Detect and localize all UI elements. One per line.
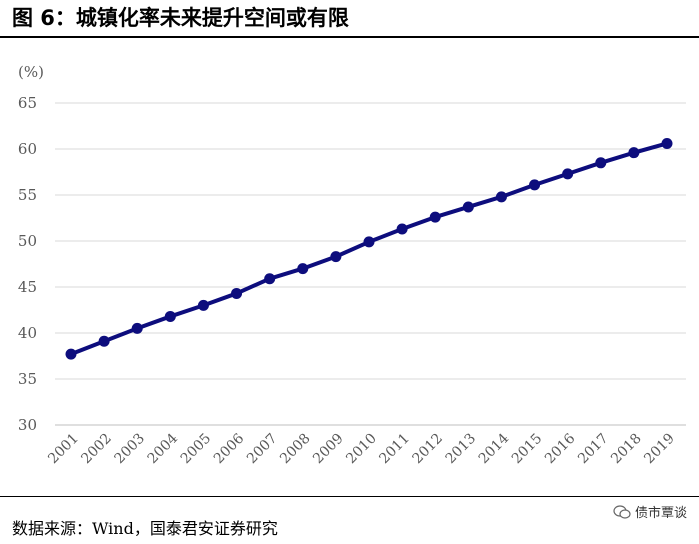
data-point [562, 168, 574, 180]
x-tick-label: 2018 [608, 431, 645, 468]
x-tick-label: 2016 [542, 430, 579, 467]
x-tick-label: 2003 [112, 431, 149, 468]
x-tick-label: 2007 [244, 431, 281, 468]
data-point [495, 191, 507, 203]
footer-divider [0, 496, 699, 497]
data-point [297, 263, 309, 275]
x-tick-label: 2001 [45, 431, 82, 468]
y-tick-label: 45 [18, 278, 37, 296]
x-tick-label: 2017 [575, 431, 612, 468]
data-point [164, 310, 176, 322]
data-point [429, 211, 441, 223]
data-point [197, 299, 209, 311]
data-point [98, 335, 110, 347]
line-chart: (%)3035404550556065200120022003200420052… [18, 63, 686, 468]
series-line [70, 141, 668, 357]
x-tick-label: 2006 [211, 430, 248, 467]
chart-title: 图 6：城镇化率未来提升空间或有限 [12, 6, 349, 30]
title-divider [0, 36, 699, 38]
data-point [264, 273, 276, 285]
y-tick-label: 40 [18, 324, 37, 342]
x-tick-label: 2019 [641, 431, 678, 468]
y-unit-label: (%) [18, 63, 44, 81]
x-tick-label: 2015 [509, 431, 546, 468]
data-point [628, 147, 640, 159]
x-tick-label: 2008 [277, 431, 314, 468]
data-point [330, 251, 342, 263]
data-point [595, 157, 607, 169]
x-tick-label: 2005 [178, 431, 215, 468]
data-point [65, 348, 77, 360]
data-point [231, 287, 243, 299]
x-tick-label: 2012 [410, 431, 447, 468]
y-tick-label: 55 [18, 186, 37, 204]
x-tick-label: 2010 [343, 431, 380, 468]
y-tick-label: 35 [18, 370, 37, 388]
x-tick-label: 2013 [443, 431, 480, 468]
y-tick-label: 60 [18, 140, 37, 158]
y-tick-label: 30 [18, 416, 37, 434]
data-point [529, 179, 541, 191]
x-tick-label: 2014 [476, 430, 513, 467]
x-tick-label: 2011 [376, 431, 413, 468]
x-tick-label: 2004 [145, 430, 182, 467]
data-point [396, 223, 408, 235]
data-source-note: 数据来源：Wind，国泰君安证券研究 [12, 519, 278, 538]
data-point [131, 322, 143, 334]
y-tick-label: 50 [18, 232, 37, 250]
data-point [661, 137, 673, 149]
watermark: 债市覃谈 [613, 502, 687, 521]
y-tick-label: 65 [18, 94, 37, 112]
x-tick-label: 2009 [310, 431, 347, 468]
watermark-text: 债市覃谈 [634, 506, 687, 521]
data-point [462, 201, 474, 213]
wechat-icon [613, 504, 631, 519]
x-tick-label: 2002 [78, 431, 115, 468]
data-point [363, 236, 375, 248]
